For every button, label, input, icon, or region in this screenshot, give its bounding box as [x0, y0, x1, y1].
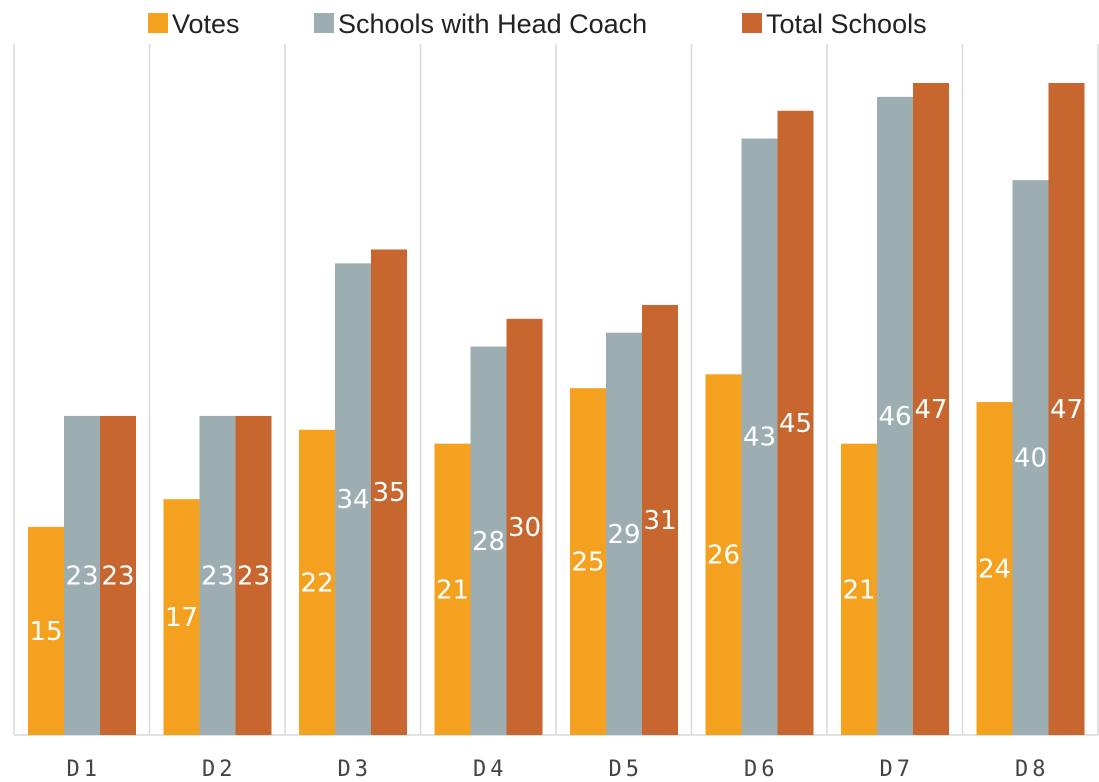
legend-label-2: Schools with Head Coach	[338, 9, 647, 39]
data-label-d8-series-2: 40	[1014, 444, 1047, 474]
data-label-d4-series-1: 21	[436, 575, 469, 605]
data-label-d2-series-3: 23	[237, 561, 270, 591]
data-label-d3-series-1: 22	[300, 568, 333, 598]
x-tick-label: D3	[338, 757, 373, 782]
data-label-d5-series-3: 31	[643, 506, 676, 536]
data-label-d3-series-3: 35	[372, 478, 405, 508]
bar-d5-series-1	[570, 388, 606, 735]
data-label-d8-series-1: 24	[978, 555, 1011, 585]
chart-legend: Votes Schools with Head Coach Total School…	[148, 9, 927, 39]
bar-d3-series-3	[371, 249, 407, 735]
x-tick-label: D4	[473, 757, 508, 782]
data-label-d7-series-3: 47	[914, 395, 947, 425]
bar-d6-series-1	[705, 374, 742, 735]
bar-d2-series-3	[235, 415, 272, 735]
legend-swatch-2	[314, 13, 334, 33]
bar-series	[28, 83, 1085, 736]
bar-d7-series-3	[913, 83, 949, 735]
bar-d2-series-1	[163, 499, 200, 735]
data-label-d1-series-2: 23	[65, 561, 98, 591]
data-label-d4-series-2: 28	[472, 527, 505, 557]
x-tick-label: D8	[1015, 757, 1050, 782]
bar-d1-series-2	[64, 415, 100, 735]
bar-d1-series-3	[100, 415, 136, 735]
x-tick-label: D6	[744, 757, 779, 782]
legend-swatch-3	[742, 13, 762, 33]
x-tick-label: D2	[202, 757, 237, 782]
data-label-d1-series-1: 15	[29, 617, 62, 647]
bar-d7-series-2	[877, 96, 913, 736]
legend-swatch-1	[148, 13, 168, 33]
bar-d8-series-2	[1012, 180, 1049, 735]
bar-d8-series-3	[1048, 83, 1085, 735]
data-label-d4-series-3: 30	[508, 513, 541, 543]
data-label-d1-series-3: 23	[101, 561, 134, 591]
bar-d2-series-2	[199, 415, 236, 735]
legend-label-3: Total Schools	[766, 9, 927, 39]
bar-d3-series-1	[299, 429, 335, 735]
data-label-d7-series-1: 21	[842, 575, 875, 605]
data-label-d8-series-3: 47	[1050, 395, 1083, 425]
bar-d1-series-1	[28, 526, 64, 735]
data-label-d6-series-1: 26	[707, 541, 740, 571]
data-label-d2-series-1: 17	[165, 603, 198, 633]
bar-d6-series-3	[777, 110, 814, 735]
bar-d5-series-3	[642, 304, 678, 735]
x-tick-label: D5	[609, 757, 644, 782]
legend-label-1: Votes	[172, 9, 240, 39]
data-label-d5-series-1: 25	[571, 548, 604, 578]
data-label-d2-series-2: 23	[201, 561, 234, 591]
bar-d4-series-1	[434, 443, 471, 735]
data-label-d6-series-3: 45	[779, 409, 812, 439]
data-label-d7-series-2: 46	[878, 402, 911, 432]
bar-d7-series-1	[841, 443, 877, 735]
x-axis: D1 D2 D3 D4 D5 D6 D7 D8	[67, 757, 1050, 782]
x-tick-label: D7	[880, 757, 915, 782]
bar-d5-series-2	[606, 332, 642, 735]
bar-d8-series-1	[976, 402, 1013, 735]
data-label-d3-series-2: 34	[336, 485, 369, 515]
bar-d4-series-3	[506, 318, 543, 735]
data-label-d6-series-2: 43	[743, 423, 776, 453]
bar-d3-series-2	[335, 263, 371, 735]
bar-d4-series-2	[470, 346, 507, 735]
x-tick-label: D1	[67, 757, 102, 782]
bar-d6-series-2	[741, 138, 778, 735]
data-label-d5-series-2: 29	[607, 520, 640, 550]
